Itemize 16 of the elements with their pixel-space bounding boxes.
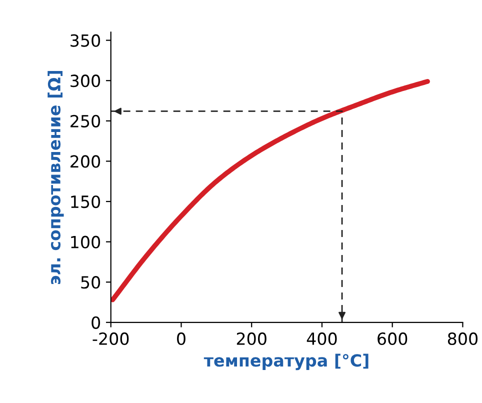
x-axis-title: температура [°C] (204, 354, 368, 370)
y-axis-title: эл. сопротивление [Ω] (48, 70, 64, 284)
x-tick-label: 0 (177, 332, 186, 346)
y-tick-label: 150 (71, 195, 100, 208)
x-tick-label: -200 (92, 332, 129, 346)
x-tick-label: 400 (306, 332, 337, 346)
y-tick-label: 0 (92, 316, 100, 329)
y-tick-label: 350 (70, 34, 100, 47)
y-tick-label: 50 (81, 276, 100, 289)
y-tick-label: 100 (71, 236, 100, 248)
x-tick-label: 200 (236, 332, 266, 346)
y-tick-label: 300 (70, 74, 100, 88)
y-tick-label: 200 (70, 155, 100, 168)
x-tick-label: 600 (378, 332, 408, 346)
y-tick-label: 250 (70, 114, 100, 128)
x-tick-label: 800 (448, 332, 478, 346)
